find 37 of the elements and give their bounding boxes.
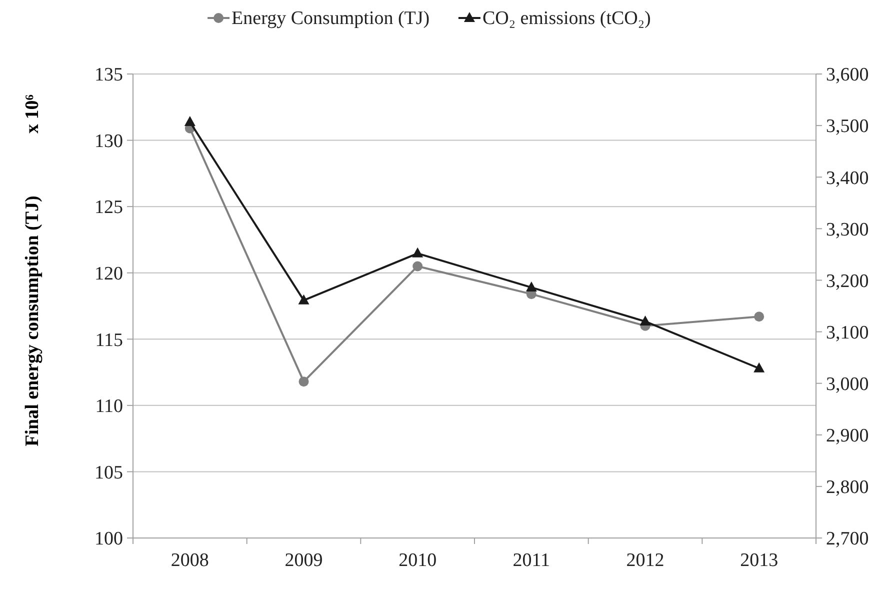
y2-tick-label: 2,800	[826, 477, 869, 498]
x-tick-label: 2011	[512, 550, 550, 571]
y-tick-label: 120	[94, 264, 123, 285]
y-tick-label: 125	[94, 197, 123, 218]
point	[412, 247, 424, 258]
x-tick-label: 2013	[740, 550, 778, 571]
point	[754, 362, 765, 372]
point	[754, 312, 764, 322]
text: x 10⁶	[22, 94, 43, 134]
x-tick-label: 2009	[284, 550, 323, 571]
point	[526, 281, 537, 292]
x-tick-label: 2012	[626, 550, 664, 571]
y-tick-label: 115	[95, 330, 123, 351]
point	[298, 294, 310, 304]
y-tick-label: 135	[94, 64, 123, 86]
y-tick-label: 130	[94, 130, 123, 152]
y2-tick-label: 2,700	[826, 528, 869, 550]
y2-tick-label: 3,600	[826, 64, 869, 86]
legend-label: Energy Consumption (TJ)	[232, 8, 430, 29]
y-tick-label: 105	[94, 462, 123, 484]
y2-tick-label: 3,000	[826, 374, 869, 395]
y-tick-label: 100	[94, 528, 123, 550]
y-axis-title: Final energy consumption (TJ)	[22, 196, 43, 446]
legend-label: CO₂ emissions (tCO₂)	[482, 8, 651, 29]
x-tick-label: 2008	[170, 550, 209, 571]
y2-tick-label: 3,200	[826, 270, 869, 292]
point	[298, 376, 309, 387]
y2-tick-label: 3,400	[826, 168, 869, 189]
y-tick-label: 110	[95, 396, 123, 418]
y2-tick-label: 2,900	[826, 426, 869, 447]
y2-tick-label: 3,300	[826, 219, 869, 240]
point	[412, 261, 423, 272]
point	[640, 315, 651, 326]
y2-tick-label: 3,100	[826, 322, 869, 344]
y2-tick-label: 3,500	[826, 116, 869, 138]
point	[184, 116, 196, 126]
x-tick-label: 2010	[398, 550, 437, 571]
